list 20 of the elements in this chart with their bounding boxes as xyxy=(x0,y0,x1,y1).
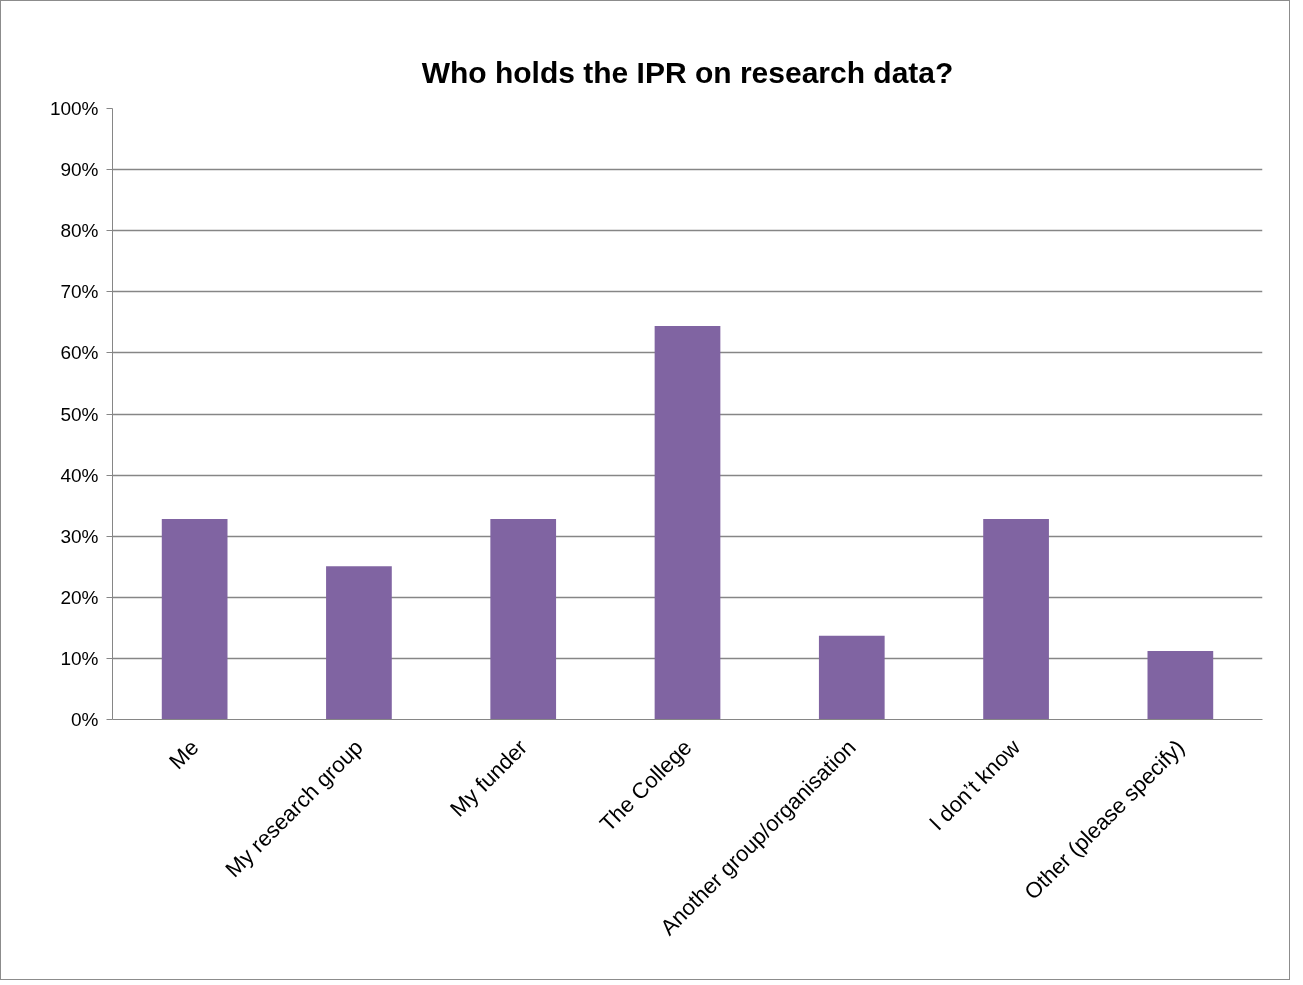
y-tick-label: 90% xyxy=(60,159,99,181)
bar xyxy=(983,519,1049,720)
chart-title: Who holds the IPR on research data? xyxy=(421,55,954,89)
y-tick-label: 40% xyxy=(60,464,99,486)
bar xyxy=(326,566,392,720)
y-tick-label: 80% xyxy=(60,220,99,242)
bar xyxy=(161,519,228,720)
y-tick-label: 0% xyxy=(71,709,99,730)
y-tick-label: 10% xyxy=(60,647,99,669)
y-tick-label: 70% xyxy=(60,281,99,303)
bar xyxy=(490,519,557,720)
y-tick-label: 50% xyxy=(60,403,99,425)
bar xyxy=(1147,651,1214,720)
y-tick-label: 20% xyxy=(60,586,99,608)
bar xyxy=(654,326,721,720)
y-tick-label: 100% xyxy=(49,98,99,119)
bar xyxy=(818,635,885,720)
y-tick-label: 30% xyxy=(60,525,99,547)
x-tick-label: Me xyxy=(164,734,204,774)
y-tick-label: 60% xyxy=(60,342,99,364)
